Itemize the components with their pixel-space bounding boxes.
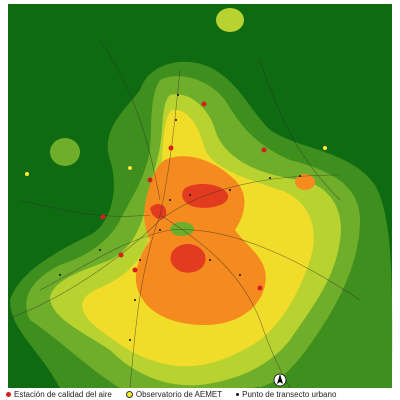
legend-label: Observatorio de AEMET [135, 390, 223, 399]
legend-item: Punto de transecto urbano [236, 390, 336, 399]
zone-red [170, 244, 206, 273]
zone-orange [135, 156, 266, 325]
transect-points [59, 94, 301, 341]
legend-item: Estación de calidad del aire [6, 390, 112, 399]
north-arrow [273, 373, 287, 387]
air-quality-stations [100, 101, 267, 291]
zone-light-green [50, 138, 80, 166]
legend-label: Punto de transecto urbano [242, 390, 337, 399]
aemet-observatories [24, 145, 328, 177]
legend-label: Estación de calidad del aire [14, 390, 112, 399]
legend-item: Observatorio de AEMET [125, 390, 223, 399]
pollution-map [8, 4, 393, 388]
zone-yellow-green [216, 8, 244, 32]
zone-red [182, 184, 229, 208]
roads [9, 39, 361, 388]
zone-red [150, 204, 167, 220]
legend: Estación de calidad del aire Observatori… [6, 389, 398, 400]
zone-orange [295, 174, 315, 190]
